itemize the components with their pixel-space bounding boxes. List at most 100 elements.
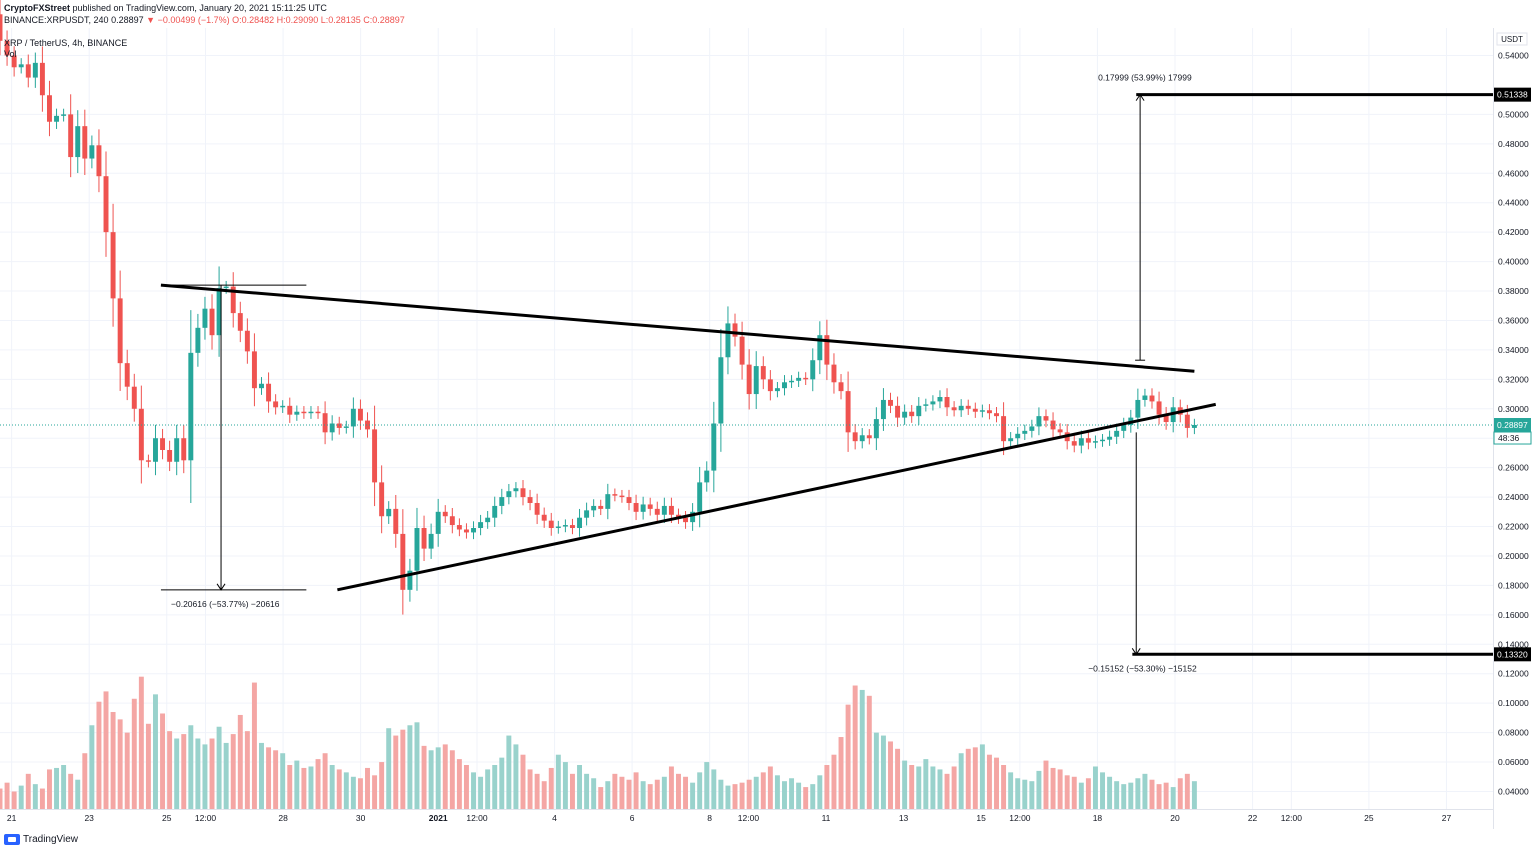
volume-bar bbox=[633, 772, 639, 809]
volume-bar bbox=[979, 744, 985, 809]
candle-body bbox=[760, 366, 766, 380]
volume-bar bbox=[294, 760, 300, 809]
target-price-tag bbox=[1494, 647, 1531, 662]
time-tick-label: 25 bbox=[162, 813, 172, 823]
candle-body bbox=[619, 495, 625, 498]
volume-bar bbox=[54, 767, 60, 809]
candle-body bbox=[979, 410, 985, 412]
volume-bar bbox=[251, 682, 257, 809]
time-tick-label: 11 bbox=[822, 813, 831, 823]
candle-body bbox=[32, 62, 38, 78]
volume-bar bbox=[449, 750, 455, 809]
time-tick-label: 4 bbox=[552, 813, 557, 823]
volume-bar bbox=[986, 754, 992, 809]
candle-body bbox=[1121, 424, 1127, 431]
volume-bar bbox=[230, 734, 236, 809]
candle-body bbox=[704, 470, 710, 483]
candle-body bbox=[873, 419, 879, 439]
price-axis[interactable]: USDT 0.54000 0.50000 0.48000 0.46000 0.44000 0… bbox=[1493, 0, 1536, 852]
volume-bar bbox=[598, 787, 604, 809]
candle-body bbox=[810, 360, 816, 380]
candle-body bbox=[365, 420, 370, 430]
volume-bar bbox=[909, 765, 915, 809]
candle-body bbox=[1078, 438, 1084, 446]
time-axis[interactable]: 21 23 25 12:00 28 30 2021 12:00 4 6 8 12:00 11 13 15 12… bbox=[0, 809, 1493, 824]
volume-bar bbox=[796, 782, 802, 809]
candle-body bbox=[18, 64, 24, 68]
candle-body bbox=[902, 411, 908, 418]
volume-bar bbox=[937, 769, 943, 809]
candle-body bbox=[0, 14, 3, 41]
price-tick-label: 0.20000 bbox=[1498, 551, 1529, 561]
volume-bar bbox=[831, 754, 837, 809]
volume-bar bbox=[1184, 773, 1190, 809]
pair-title: XRP / TetherUS, 4h, BINANCE bbox=[4, 38, 128, 48]
volume-bar bbox=[322, 753, 328, 809]
candle-body bbox=[774, 388, 780, 392]
tradingview-logo[interactable]: TradingView bbox=[4, 834, 78, 845]
candle-body bbox=[1092, 441, 1098, 443]
price-tick-label: 0.16000 bbox=[1498, 610, 1529, 620]
time-tick-label: 18 bbox=[1093, 813, 1103, 823]
volume-bar bbox=[485, 769, 491, 809]
volume-bar bbox=[810, 784, 816, 809]
candle-body bbox=[301, 411, 307, 414]
volume-bar bbox=[1085, 778, 1091, 809]
volume-bar bbox=[259, 742, 264, 809]
volume-bar bbox=[174, 738, 180, 809]
candle-body bbox=[1107, 436, 1113, 440]
volume-bar bbox=[202, 744, 208, 809]
candle-body bbox=[1100, 439, 1105, 442]
volume-bar bbox=[4, 782, 10, 809]
candle-body bbox=[1184, 414, 1190, 428]
candle-body bbox=[1015, 433, 1021, 439]
volume-bars bbox=[0, 676, 1197, 809]
volume-bar bbox=[916, 766, 922, 809]
drawing-annotations[interactable]: −0.20616 (−53.77%) −20616 0.17999 (53.99%… bbox=[160, 73, 1493, 674]
candle-body bbox=[661, 505, 667, 515]
volume-bar bbox=[817, 775, 823, 809]
publisher-name[interactable]: CryptoFXStreet bbox=[4, 3, 71, 13]
time-tick-label: 12:00 bbox=[1009, 813, 1031, 823]
volume-bar bbox=[562, 762, 568, 809]
candle-body bbox=[25, 64, 31, 78]
candle-body bbox=[1071, 441, 1077, 446]
volume-bar bbox=[167, 731, 173, 809]
volume-bar bbox=[18, 785, 24, 809]
measure-bottom-label: −0.15152 (−53.30%) −15152 bbox=[1088, 663, 1197, 673]
volume-bar bbox=[131, 698, 137, 809]
candle-body bbox=[888, 399, 893, 406]
volume-bar bbox=[209, 738, 215, 809]
volume-bar bbox=[308, 766, 314, 809]
volume-bar bbox=[753, 776, 759, 809]
candle-body bbox=[718, 357, 724, 424]
volume-bar bbox=[1092, 766, 1098, 809]
change-arrow-icon: ▼ bbox=[146, 15, 156, 25]
candle-body bbox=[866, 435, 872, 439]
candle-body bbox=[110, 232, 116, 299]
volume-bar bbox=[145, 723, 151, 809]
volume-bar bbox=[718, 779, 724, 809]
candle-body bbox=[336, 423, 342, 428]
candle-body bbox=[251, 351, 257, 389]
price-tick-label: 0.50000 bbox=[1498, 109, 1529, 119]
volume-bar bbox=[965, 748, 971, 809]
candle-body bbox=[1191, 424, 1197, 428]
countdown-tag bbox=[1493, 431, 1532, 445]
volume-bar bbox=[39, 788, 45, 809]
price-tick-label: 0.30000 bbox=[1498, 404, 1529, 414]
volume-bar bbox=[1156, 784, 1162, 809]
candle-body bbox=[153, 438, 158, 462]
price-tick-label: 0.18000 bbox=[1498, 580, 1529, 590]
volume-bar bbox=[1135, 778, 1141, 809]
volume-bar bbox=[110, 712, 116, 809]
candle-body bbox=[640, 504, 646, 512]
volume-bar bbox=[357, 778, 363, 809]
volume-bar bbox=[103, 691, 109, 809]
candle-body bbox=[930, 401, 936, 405]
candle-body bbox=[782, 382, 787, 389]
current-price-tag bbox=[1494, 418, 1531, 433]
candle-body bbox=[103, 176, 109, 233]
price-tick-label: 0.26000 bbox=[1498, 463, 1529, 473]
